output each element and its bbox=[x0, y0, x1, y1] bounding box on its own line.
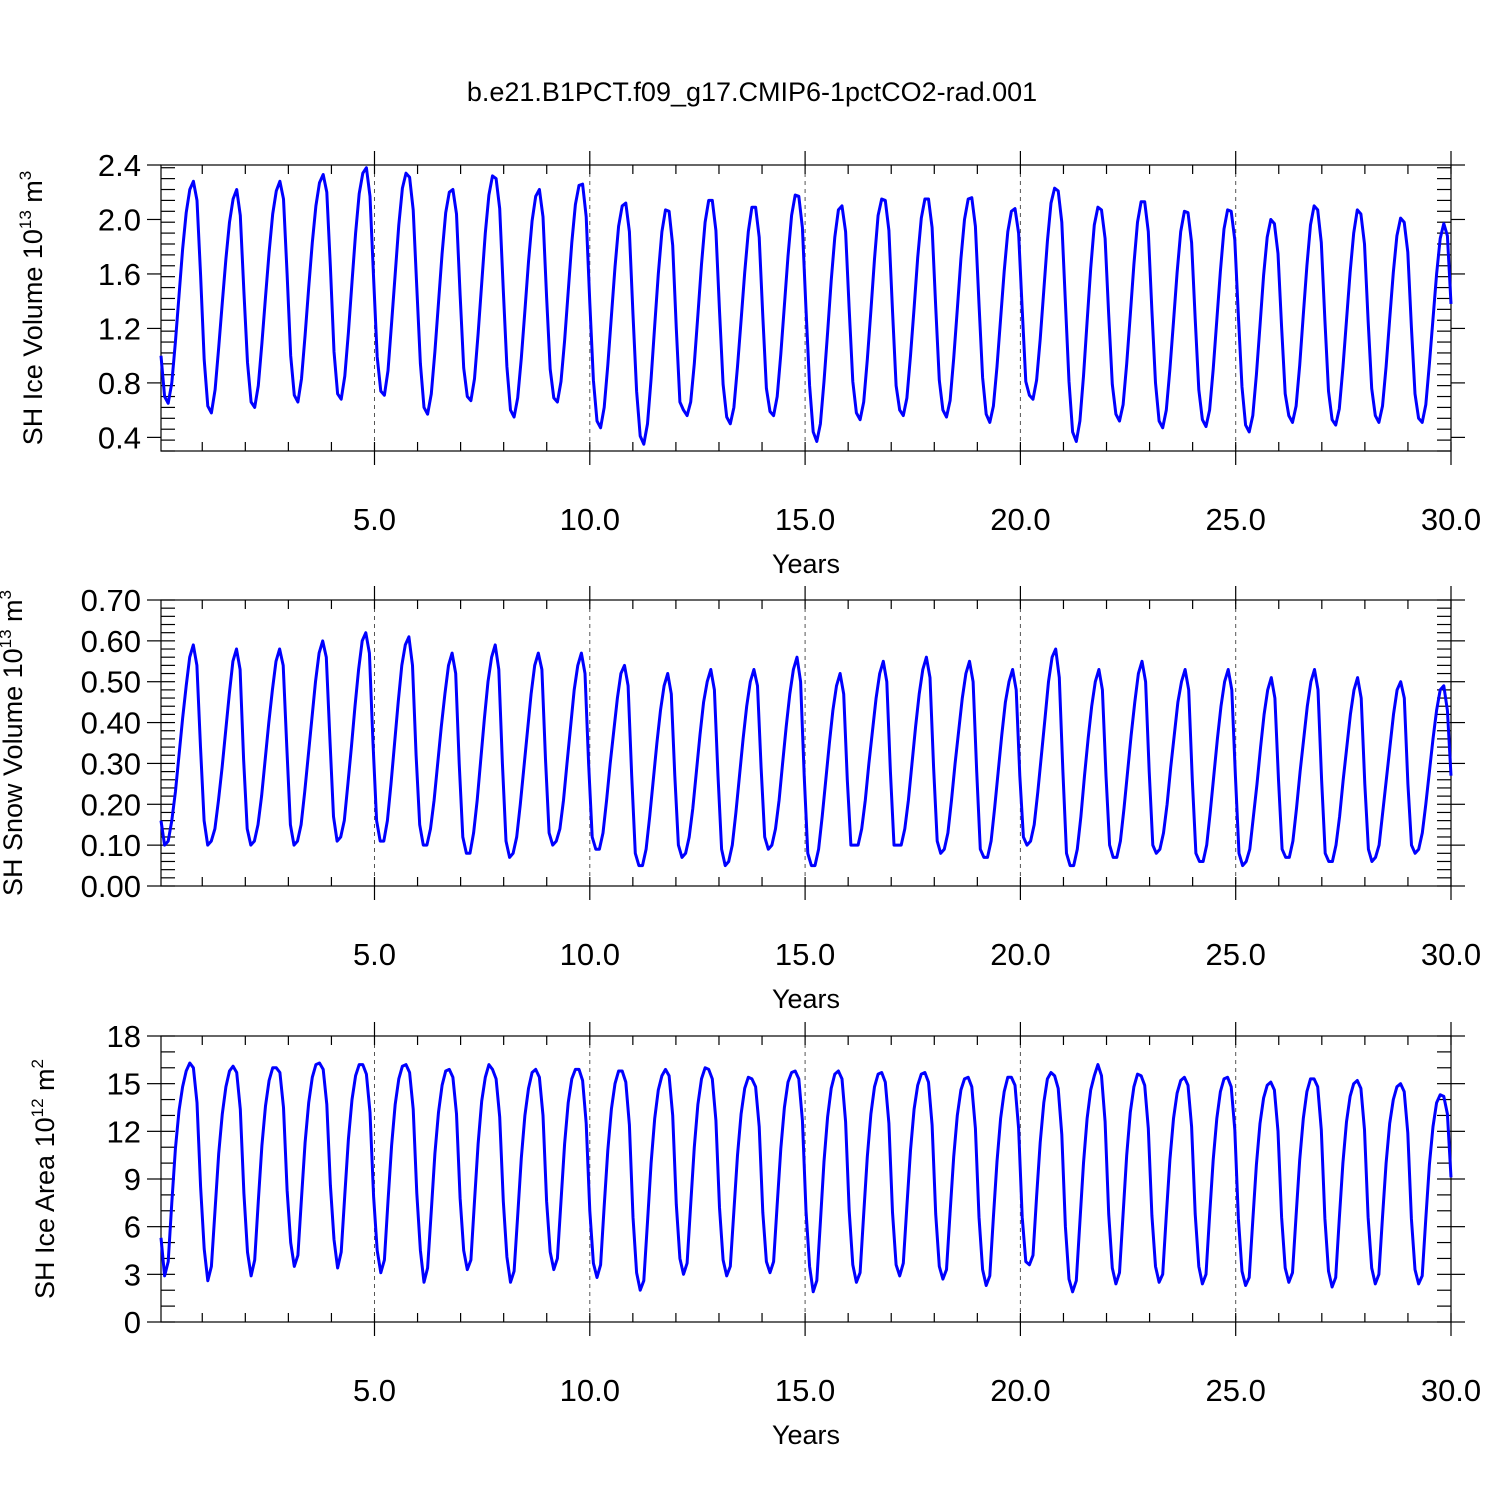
chart-panel-3: 0 3 6 9 12 15 18 5.0 10.0 15.0 20.0 25.0 30.0 Years SH… bbox=[28, 1019, 1481, 1450]
y-tick-label: 15 bbox=[107, 1067, 141, 1102]
plot-frame bbox=[160, 599, 1452, 887]
x-tick-label: 30.0 bbox=[1421, 937, 1481, 972]
y-tick-label: 18 bbox=[107, 1019, 141, 1054]
plot-frame bbox=[160, 164, 1452, 452]
series-line-1 bbox=[159, 1061, 1453, 1294]
y-tick-label: 1.6 bbox=[98, 257, 141, 292]
panels: 0.40.81.21.62.02.45.0 10.0 15.0 20.0 25.0 30.… bbox=[0, 148, 1481, 1450]
x-axis-label: Years bbox=[772, 549, 840, 579]
y-tick-label: 1.2 bbox=[98, 311, 141, 346]
chart-panel-1: 0.4 0.8 1.2 1.6 2.0 2.4 5.0 10.0 15.0 20.0 25.0 30.… bbox=[16, 148, 1481, 579]
y-tick-label: 0.10 bbox=[81, 828, 141, 863]
y-tick-label: 0.60 bbox=[81, 624, 141, 659]
x-tick-label: 15.0 bbox=[775, 1373, 835, 1408]
y-tick-label: 3 bbox=[124, 1257, 141, 1292]
y-axis-label: SH Snow Volume 1013 m3 bbox=[0, 590, 28, 896]
y-tick-label: 0 bbox=[124, 1305, 141, 1340]
x-tick-label: 25.0 bbox=[1206, 1373, 1266, 1408]
y-tick-label: 12 bbox=[107, 1114, 141, 1149]
x-tick-label: 30.0 bbox=[1421, 1373, 1481, 1408]
x-tick-label: 10.0 bbox=[560, 937, 620, 972]
x-tick-label: 15.0 bbox=[775, 502, 835, 537]
y-tick-label: 6 bbox=[124, 1210, 141, 1245]
x-tick-label: 5.0 bbox=[353, 937, 396, 972]
x-tick-label: 20.0 bbox=[990, 1373, 1050, 1408]
y-tick-label: 0.4 bbox=[98, 420, 141, 455]
y-tick-label: 2.0 bbox=[98, 202, 141, 237]
y-axis-label: SH Ice Area 1012 m2 bbox=[28, 1059, 60, 1299]
x-tick-label: 5.0 bbox=[353, 502, 396, 537]
x-tick-label: 15.0 bbox=[775, 937, 835, 972]
x-tick-label: 10.0 bbox=[560, 1373, 620, 1408]
series-line-1 bbox=[159, 166, 1453, 446]
x-tick-label: 25.0 bbox=[1206, 502, 1266, 537]
x-tick-label: 10.0 bbox=[560, 502, 620, 537]
x-tick-label: 25.0 bbox=[1206, 937, 1266, 972]
x-tick-label: 30.0 bbox=[1421, 502, 1481, 537]
chart-panel-2: 0.00 0.10 0.20 0.30 0.40 0.50 0.60 0.70 5.0 10.0 1… bbox=[0, 583, 1481, 1014]
y-tick-label: 0.70 bbox=[81, 583, 141, 618]
x-tick-label: 20.0 bbox=[990, 502, 1050, 537]
y-tick-label: 0.8 bbox=[98, 366, 141, 401]
y-tick-label: 0.20 bbox=[81, 787, 141, 822]
x-axis-label: Years bbox=[772, 984, 840, 1014]
x-tick-label: 5.0 bbox=[353, 1373, 396, 1408]
y-tick-label: 0.40 bbox=[81, 706, 141, 741]
y-tick-label: 2.4 bbox=[98, 148, 141, 183]
x-axis-label: Years bbox=[772, 1420, 840, 1450]
series-line-1 bbox=[159, 631, 1453, 868]
figure-title: b.e21.B1PCT.f09_g17.CMIP6-1pctCO2-rad.00… bbox=[467, 77, 1037, 107]
y-tick-label: 9 bbox=[124, 1162, 141, 1197]
y-tick-label: 0.50 bbox=[81, 665, 141, 700]
y-tick-label: 0.30 bbox=[81, 746, 141, 781]
y-axis-label: SH Ice Volume 1013 m3 bbox=[16, 171, 48, 446]
x-tick-label: 20.0 bbox=[990, 937, 1050, 972]
y-tick-label: 0.00 bbox=[81, 869, 141, 904]
